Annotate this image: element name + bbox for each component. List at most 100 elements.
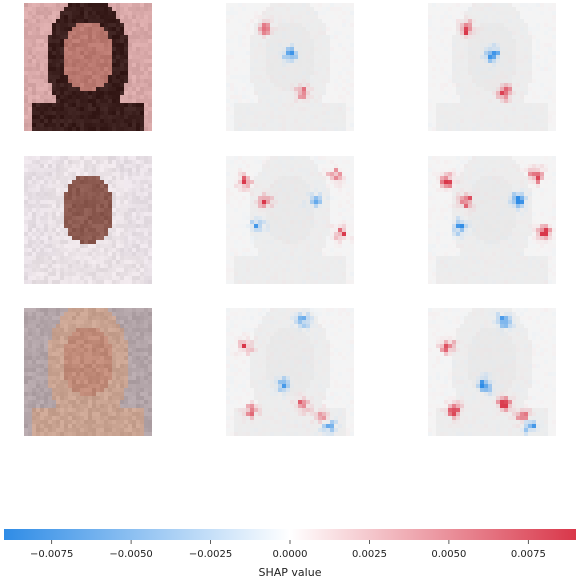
shap-cell bbox=[282, 103, 286, 107]
shap-cell bbox=[322, 216, 326, 220]
shap-cell bbox=[444, 79, 448, 83]
image-pixel bbox=[100, 47, 104, 51]
image-pixel bbox=[36, 115, 40, 119]
shap-cell bbox=[548, 103, 552, 107]
image-pixel bbox=[136, 176, 140, 180]
image-pixel bbox=[32, 55, 36, 59]
shap-cell bbox=[440, 23, 444, 27]
shap-cell bbox=[342, 196, 346, 200]
shap-cell bbox=[540, 63, 544, 67]
shap-cell bbox=[274, 115, 278, 119]
shap-cell bbox=[452, 75, 456, 79]
shap-cell bbox=[342, 31, 346, 35]
shap-cell bbox=[230, 176, 234, 180]
image-pixel bbox=[148, 31, 152, 35]
shap-cell bbox=[318, 63, 322, 67]
image-pixel bbox=[92, 11, 96, 15]
image-pixel bbox=[128, 268, 132, 272]
shap-cell bbox=[290, 204, 294, 208]
shap-cell bbox=[350, 232, 354, 236]
shap-cell bbox=[302, 111, 306, 115]
image-pixel bbox=[88, 71, 92, 75]
image-pixel bbox=[24, 160, 28, 164]
shap-cell bbox=[266, 224, 270, 228]
image-pixel bbox=[100, 103, 104, 107]
image-pixel bbox=[64, 99, 68, 103]
shap-cell bbox=[448, 51, 452, 55]
shap-cell bbox=[270, 204, 274, 208]
image-pixel bbox=[44, 208, 48, 212]
image-pixel bbox=[60, 87, 64, 91]
shap-cell bbox=[230, 208, 234, 212]
image-pixel bbox=[48, 51, 52, 55]
shap-cell bbox=[496, 23, 500, 27]
image-pixel bbox=[40, 47, 44, 51]
shap-cell bbox=[520, 123, 524, 127]
shap-cell bbox=[500, 115, 504, 119]
shap-cell bbox=[330, 27, 334, 31]
image-pixel bbox=[80, 55, 84, 59]
shap-cell bbox=[440, 51, 444, 55]
shap-cell bbox=[262, 27, 266, 31]
image-pixel bbox=[32, 176, 36, 180]
shap-cell bbox=[464, 39, 468, 43]
shap-cell bbox=[338, 240, 342, 244]
image-pixel bbox=[60, 236, 64, 240]
shap-cell bbox=[242, 228, 246, 232]
shap-cell bbox=[500, 103, 504, 107]
image-pixel bbox=[84, 228, 88, 232]
image-pixel bbox=[48, 71, 52, 75]
shap-cell bbox=[278, 252, 282, 256]
image-pixel bbox=[112, 188, 116, 192]
shap-cell bbox=[238, 87, 242, 91]
shap-cell bbox=[552, 7, 556, 11]
shap-cell bbox=[346, 39, 350, 43]
shap-cell bbox=[346, 67, 350, 71]
shap-cell bbox=[318, 216, 322, 220]
shap-cell bbox=[226, 127, 230, 131]
shap-cell bbox=[428, 67, 432, 71]
shap-cell bbox=[230, 95, 234, 99]
image-pixel bbox=[88, 7, 92, 11]
image-pixel bbox=[148, 160, 152, 164]
shap-cell bbox=[226, 200, 230, 204]
shap-cell bbox=[464, 51, 468, 55]
shap-cell bbox=[310, 204, 314, 208]
shap-cell bbox=[540, 115, 544, 119]
shap-cell bbox=[350, 192, 354, 196]
shap-cell bbox=[440, 59, 444, 63]
shap-cell bbox=[326, 240, 330, 244]
image-pixel bbox=[60, 272, 64, 276]
shap-cell bbox=[322, 200, 326, 204]
shap-cell bbox=[238, 240, 242, 244]
image-pixel bbox=[40, 87, 44, 91]
image-pixel bbox=[68, 15, 72, 19]
shap-cell bbox=[532, 83, 536, 87]
image-pixel bbox=[56, 35, 60, 39]
shap-cell bbox=[270, 35, 274, 39]
image-pixel bbox=[124, 220, 128, 224]
image-pixel bbox=[148, 99, 152, 103]
image-pixel bbox=[44, 228, 48, 232]
shap-cell bbox=[326, 107, 330, 111]
shap-cell bbox=[250, 43, 254, 47]
shap-cell bbox=[512, 39, 516, 43]
shap-cell bbox=[468, 43, 472, 47]
image-pixel bbox=[28, 172, 32, 176]
image-pixel bbox=[40, 268, 44, 272]
shap-cell bbox=[338, 39, 342, 43]
shap-cell bbox=[326, 188, 330, 192]
image-pixel bbox=[36, 256, 40, 260]
shap-cell bbox=[338, 19, 342, 23]
shap-cell bbox=[330, 103, 334, 107]
image-pixel bbox=[116, 280, 120, 284]
shap-cell bbox=[230, 200, 234, 204]
shap-cell bbox=[548, 47, 552, 51]
shap-cell bbox=[350, 188, 354, 192]
image-pixel bbox=[116, 208, 120, 212]
shap-cell bbox=[540, 87, 544, 91]
shap-cell bbox=[472, 43, 476, 47]
shap-cell bbox=[488, 59, 492, 63]
shap-cell bbox=[282, 119, 286, 123]
image-pixel bbox=[132, 99, 136, 103]
